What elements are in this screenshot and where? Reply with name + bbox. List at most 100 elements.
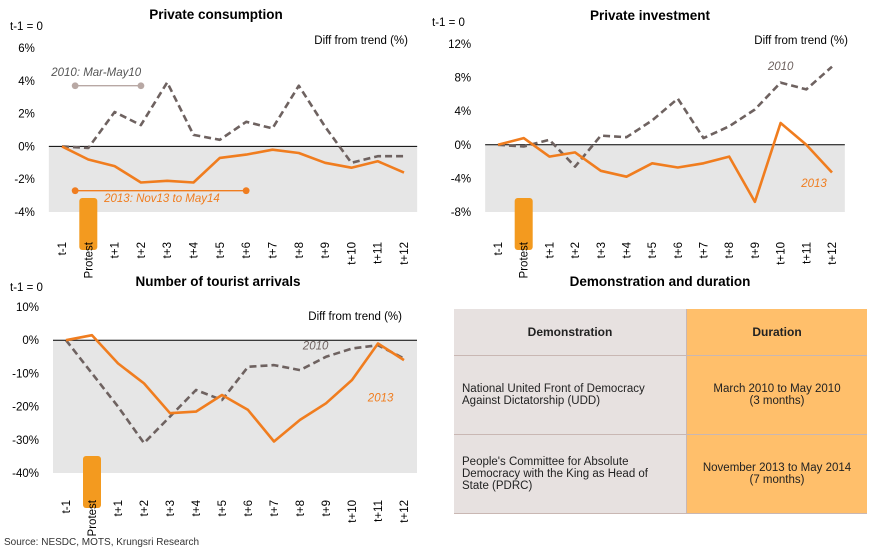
x-tick-label: t+4 <box>621 241 633 258</box>
source-note: Source: NESDC, MOTS, Krungsri Research <box>4 537 200 548</box>
negative-shade <box>485 144 845 212</box>
header-duration: Duration <box>686 309 867 356</box>
x-tick-label: Protest <box>87 499 99 536</box>
y-tick-label: 0% <box>18 141 35 153</box>
demonstration-table: Demonstration Duration National United F… <box>454 309 867 514</box>
duration-annotation: 2010: Mar-May10 <box>50 67 142 79</box>
x-tick-label: t+3 <box>165 500 177 516</box>
y-tick-label: 12% <box>448 39 471 51</box>
protest-highlight <box>514 198 533 250</box>
y-tick-label: 2% <box>18 109 35 121</box>
y-tick-label: -4% <box>14 207 34 219</box>
series-label: 2013 <box>367 393 394 405</box>
x-tick-label: t+10 <box>776 242 788 265</box>
series-line-s2013 <box>65 333 405 443</box>
y-tick-label: 8% <box>455 73 472 85</box>
series-line-s2013 <box>497 121 833 204</box>
x-tick-label: t+7 <box>269 500 281 516</box>
x-tick-label: Protest <box>519 241 531 278</box>
unit-label: Diff from trend (%) <box>754 35 848 47</box>
duration-annotation: 2013: Nov13 to May14 <box>103 193 220 205</box>
row-udd-duration: March 2010 to May 2010 (3 months) <box>686 355 867 435</box>
x-tick-label: t+1 <box>113 500 125 516</box>
x-tick-label: t+6 <box>243 500 255 516</box>
y-tick-label: -10% <box>12 368 39 380</box>
unit-label: Diff from trend (%) <box>308 311 402 323</box>
y-tick-label: -40% <box>12 468 39 480</box>
x-tick-label: t+10 <box>346 242 358 265</box>
x-tick-label: t+1 <box>544 242 556 258</box>
y-tick-label: -30% <box>12 435 39 447</box>
series-label: 2010 <box>767 61 794 73</box>
unit-label: Diff from trend (%) <box>314 35 408 47</box>
duration-text: November 2013 to May 2014 <box>702 462 852 474</box>
x-tick-label: t+3 <box>162 242 174 258</box>
row-pdrc-duration: November 2013 to May 2014 (7 months) <box>686 434 867 514</box>
y-tick-label: 6% <box>18 43 35 55</box>
x-tick-label: t+11 <box>373 500 385 522</box>
y-tick-label: 10% <box>16 302 39 314</box>
header-demonstration: Demonstration <box>454 309 687 356</box>
series-label: 2010 <box>302 340 329 352</box>
series-line-s2010 <box>64 339 405 445</box>
x-tick-label: t+7 <box>267 242 279 258</box>
x-tick-label: t+8 <box>294 242 306 258</box>
x-tick-label: t+4 <box>189 241 201 258</box>
x-tick-label: t+7 <box>699 242 711 258</box>
duration-range-end <box>242 187 250 195</box>
x-tick-label: t+9 <box>320 242 332 258</box>
duration-range-start <box>71 82 79 90</box>
row-udd-demonstration: National United Front of Democracy Again… <box>454 355 687 435</box>
table-title: Demonstration and duration <box>570 274 751 289</box>
x-tick-label: t+3 <box>596 242 608 258</box>
x-tick-label: t+5 <box>215 242 227 258</box>
protest-highlight <box>83 456 101 508</box>
duration-range-end <box>137 82 145 90</box>
x-tick-label: t+12 <box>399 500 411 523</box>
x-tick-label: t+5 <box>647 242 659 258</box>
chart-consumption: Private consumption t-1 = 0 Diff from tren… <box>10 7 418 278</box>
duration-months: (7 months) <box>749 474 805 486</box>
x-tick-label: t+6 <box>673 242 685 258</box>
y-tick-label: 4% <box>18 76 35 88</box>
x-tick-label: t+8 <box>724 242 736 258</box>
x-tick-label: t+2 <box>136 242 148 258</box>
x-tick-label: t-1 <box>61 500 73 513</box>
duration-text: March 2010 to May 2010 <box>713 383 841 395</box>
x-tick-label: t+2 <box>139 500 151 516</box>
x-tick-label: t+6 <box>241 242 253 258</box>
x-tick-label: t+11 <box>373 242 385 264</box>
x-tick-label: t+9 <box>321 500 333 516</box>
chart-investment: Private investment t-1 = 0 Diff from trend… <box>432 8 848 278</box>
x-tick-label: t-1 <box>493 242 505 255</box>
x-tick-label: t-1 <box>57 242 69 255</box>
y-tick-label: 0% <box>455 140 472 152</box>
series-line-s2013 <box>61 145 405 184</box>
x-tick-label: t+9 <box>750 242 762 258</box>
base-label: t-1 = 0 <box>10 21 43 33</box>
x-tick-label: t+12 <box>827 242 839 265</box>
x-tick-label: t+2 <box>570 242 582 258</box>
y-tick-label: -4% <box>451 173 471 185</box>
series-label: 2013 <box>800 178 827 190</box>
x-tick-label: t+1 <box>110 242 122 258</box>
x-tick-label: t+11 <box>801 242 813 264</box>
series-line-s2010 <box>497 65 833 168</box>
x-tick-label: t+8 <box>295 500 307 516</box>
duration-range-start <box>71 187 79 195</box>
x-tick-label: t+10 <box>347 500 359 523</box>
protest-highlight <box>79 198 98 250</box>
x-tick-label: Protest <box>83 241 95 278</box>
base-label: t-1 = 0 <box>10 282 43 294</box>
chart-title: Private investment <box>590 8 711 23</box>
base-label: t-1 = 0 <box>432 17 465 29</box>
chart-title: Private consumption <box>149 7 283 22</box>
table-header-row: Demonstration Duration <box>454 309 867 356</box>
demonstration-table-panel: Demonstration Duration National United F… <box>454 309 867 514</box>
y-tick-label: 0% <box>22 335 39 347</box>
row-pdrc-demonstration: People's Committee for Absolute Democrac… <box>454 434 687 514</box>
chart-tourists: Number of tourist arrivals t-1 = 0 Diff fr… <box>10 274 417 536</box>
x-tick-label: t+4 <box>191 499 203 516</box>
duration-months: (3 months) <box>749 395 805 407</box>
